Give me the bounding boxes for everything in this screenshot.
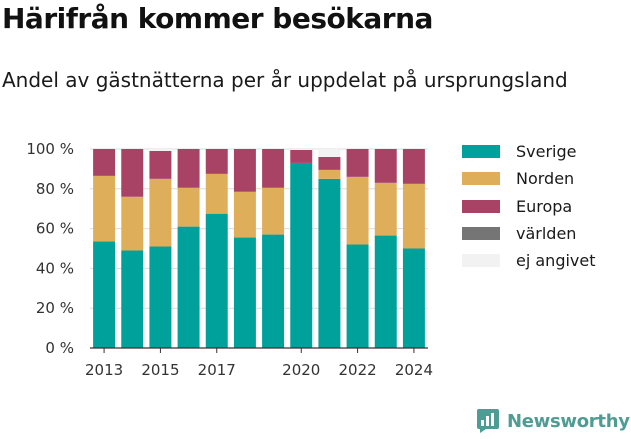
bar-segment: [205, 213, 228, 348]
bar-segment: [177, 187, 200, 227]
legend-swatch: [462, 254, 500, 268]
legend-item: världen: [462, 220, 596, 247]
legend-item: ej angivet: [462, 247, 596, 274]
bar-stack-2022: [346, 149, 369, 348]
y-tick-label: 40 %: [36, 259, 74, 277]
bar-segment: [93, 175, 116, 242]
legend-item: Norden: [462, 165, 596, 192]
legend-item: Sverige: [462, 138, 596, 165]
bar-segment: [290, 149, 313, 163]
legend-label: Sverige: [516, 142, 577, 162]
legend-swatch: [462, 172, 500, 186]
chart-subtitle: Andel av gästnätterna per år uppdelat på…: [2, 68, 568, 92]
bar-segment: [374, 182, 397, 236]
bar-stack-2024: [402, 149, 425, 348]
x-tick-label: 2017: [198, 361, 236, 379]
bar-segment: [402, 248, 425, 348]
bar-segment: [121, 250, 144, 348]
y-tick-label: 80 %: [36, 180, 74, 198]
bar-segment: [262, 149, 285, 188]
bar-segment: [233, 191, 256, 238]
bar-stack-2018: [233, 149, 256, 348]
bar-segment: [318, 149, 341, 157]
y-tick-label: 0 %: [45, 339, 74, 357]
y-tick-label: 20 %: [36, 299, 74, 317]
bar-segment: [149, 150, 172, 179]
x-tick-label: 2013: [85, 361, 123, 379]
bar-segment: [318, 169, 341, 179]
bar-segment: [346, 244, 369, 348]
bar-stack-2021: [318, 149, 341, 348]
newsworthy-logo-icon: [477, 409, 499, 433]
x-tick-label: 2024: [395, 361, 433, 379]
bar-segment: [233, 237, 256, 348]
bar-segment: [346, 176, 369, 245]
bar-segment: [318, 178, 341, 348]
bar-segment: [374, 235, 397, 348]
bar-stack-2014: [121, 149, 144, 348]
x-tick-label: 2020: [282, 361, 320, 379]
legend-label: Europa: [516, 196, 573, 216]
bar-stack-2023: [374, 149, 397, 348]
legend-swatch: [462, 199, 500, 213]
bar-stack-2019: [262, 149, 285, 348]
bar-segment: [346, 149, 369, 177]
chart-title: Härifrån kommer besökarna: [2, 2, 433, 35]
bar-segment: [290, 162, 313, 348]
bar-stack-2020: [290, 149, 313, 348]
bar-segment: [93, 241, 116, 348]
gridlines: [90, 148, 428, 309]
legend-label: ej angivet: [516, 251, 596, 271]
axes: 0 % 20 % 40 % 60 % 80 % 100 % 2013 2015 2017 2020…: [26, 140, 433, 379]
bar-stacks: [93, 149, 425, 348]
brand-logo: Newsworthy: [476, 408, 630, 434]
bar-stack-2015: [149, 149, 172, 348]
bar-segment: [205, 149, 228, 174]
bar-segment: [149, 178, 172, 247]
bar-segment: [121, 196, 144, 251]
legend-item: Europa: [462, 193, 596, 220]
bar-segment: [149, 246, 172, 348]
bar-stack-2017: [205, 149, 228, 348]
bar-segment: [177, 149, 200, 188]
bar-segment: [402, 149, 425, 184]
legend-swatch: [462, 227, 500, 241]
bar-segment: [121, 149, 144, 197]
bar-segment: [262, 234, 285, 348]
bar-segment: [177, 226, 200, 348]
bar-segment: [290, 149, 313, 150]
bar-segment: [205, 173, 228, 214]
legend-label: Norden: [516, 169, 575, 189]
bar-segment: [402, 183, 425, 249]
y-tick-label: 60 %: [36, 220, 74, 238]
bar-segment: [318, 156, 341, 170]
bar-segment: [93, 149, 116, 176]
bar-stack-2013: [93, 149, 116, 348]
x-tick-label: 2015: [141, 361, 179, 379]
y-tick-label: 100 %: [26, 140, 74, 158]
bar-segment: [233, 149, 256, 192]
bar-segment: [149, 149, 172, 151]
legend-swatch: [462, 145, 500, 159]
bar-segment: [262, 187, 285, 235]
legend-label: världen: [516, 224, 577, 244]
legend: Sverige Norden Europa världen ej angivet: [462, 138, 596, 274]
bar-segment: [374, 149, 397, 183]
bar-stack-2016: [177, 149, 200, 348]
brand-name: Newsworthy: [507, 410, 630, 432]
x-tick-label: 2022: [338, 361, 376, 379]
